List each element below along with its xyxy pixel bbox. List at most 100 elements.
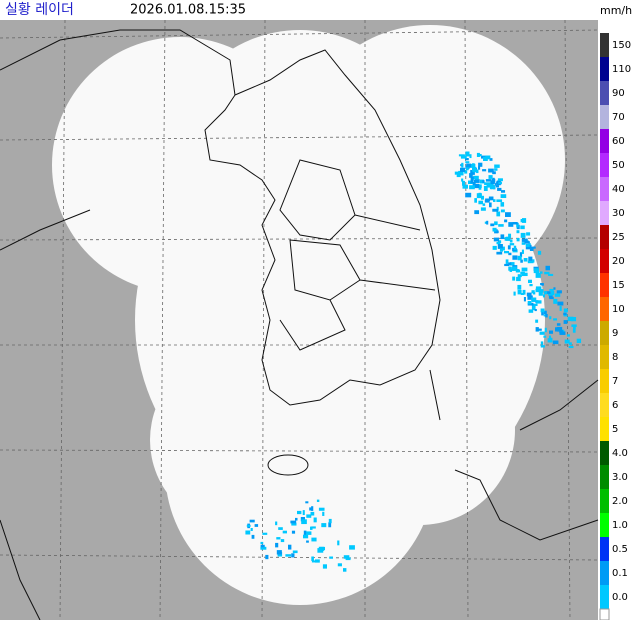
legend-swatch — [600, 177, 609, 201]
legend-swatch — [600, 273, 609, 297]
legend-swatch — [600, 417, 609, 441]
rain-echo — [520, 293, 524, 296]
rain-echo — [532, 292, 536, 295]
rain-echo — [525, 244, 532, 250]
legend-swatch — [600, 33, 609, 57]
rain-echo — [301, 519, 307, 525]
rain-echo — [484, 221, 488, 224]
rain-echo — [311, 506, 314, 511]
rain-echo — [291, 553, 295, 558]
rain-echo — [492, 171, 496, 175]
rain-echo — [497, 244, 503, 249]
legend-swatch — [600, 513, 609, 537]
rain-echo — [300, 517, 305, 522]
rain-echo — [542, 294, 545, 298]
rain-echo — [494, 168, 498, 171]
rain-echo — [563, 314, 568, 317]
rain-echo — [529, 247, 534, 251]
rain-echo — [554, 293, 561, 297]
rain-echo — [559, 331, 566, 335]
rain-echo — [524, 240, 529, 244]
rain-echo — [474, 210, 480, 215]
rain-echo — [484, 199, 490, 203]
rain-echo — [513, 245, 517, 250]
rain-echo — [465, 151, 470, 157]
rain-echo — [498, 224, 504, 227]
rain-echo — [246, 524, 251, 527]
rain-echo — [566, 334, 570, 337]
rain-echo — [500, 209, 505, 213]
rain-echo — [498, 182, 502, 185]
rain-echo — [501, 246, 505, 251]
rain-echo — [508, 252, 512, 256]
legend-label: 50 — [612, 160, 625, 171]
rain-echo — [306, 540, 309, 543]
rain-echo — [472, 163, 475, 166]
rain-echo — [521, 249, 524, 254]
rain-echo — [492, 227, 497, 232]
rain-echo — [531, 297, 536, 302]
rain-echo — [260, 541, 264, 545]
rain-echo — [539, 271, 543, 274]
legend-swatch — [600, 345, 609, 369]
rain-echo — [468, 180, 473, 184]
rain-echo — [536, 300, 542, 304]
legend-label: 0.1 — [612, 568, 628, 579]
rain-echo — [456, 172, 461, 178]
rain-echo — [311, 560, 316, 563]
rain-echo — [505, 212, 511, 217]
rain-echo — [495, 185, 500, 188]
map — [0, 19, 599, 620]
rain-echo — [552, 340, 559, 345]
legend-swatch — [600, 537, 609, 561]
rain-echo — [458, 170, 464, 176]
rain-echo — [526, 232, 531, 236]
rain-echo — [276, 537, 281, 540]
legend-swatch — [600, 369, 609, 393]
rain-echo — [497, 187, 502, 191]
rain-echo — [497, 240, 502, 244]
legend-label: 0.0 — [612, 592, 628, 603]
rain-echo — [531, 290, 535, 294]
legend-swatch — [600, 129, 609, 153]
grid-lines — [0, 19, 599, 620]
rain-echo — [297, 510, 302, 515]
rain-echo — [499, 248, 504, 252]
legend-swatch — [600, 201, 609, 225]
rain-echo — [485, 155, 491, 160]
rain-echo — [483, 186, 488, 191]
legend-label: 0.5 — [612, 544, 628, 555]
legend-label: 8 — [612, 352, 618, 363]
rain-echo — [302, 510, 305, 516]
rain-echo — [496, 206, 499, 211]
rain-echo — [490, 223, 495, 227]
rain-echo — [535, 272, 541, 278]
rain-echo — [322, 511, 325, 516]
legend-swatch — [600, 297, 609, 321]
rain-echo — [541, 311, 544, 316]
rain-echo — [516, 230, 520, 234]
rain-echo — [318, 507, 325, 511]
rain-echo — [474, 183, 480, 189]
rain-echo — [544, 291, 548, 295]
rain-echo — [500, 194, 507, 198]
rain-echo — [548, 293, 553, 299]
rain-echo — [563, 312, 567, 316]
rain-echo — [504, 251, 510, 254]
rain-echo — [329, 556, 334, 559]
rain-echo — [531, 303, 538, 306]
rain-echo — [508, 262, 512, 265]
rain-echo — [553, 318, 558, 321]
legend-swatch — [600, 465, 609, 489]
legend-swatch — [600, 225, 609, 249]
rain-echo — [521, 238, 528, 242]
rain-echo — [469, 185, 475, 190]
rain-echo — [543, 335, 547, 338]
rain-echo — [496, 211, 501, 217]
legend-label: 5 — [612, 424, 618, 435]
rain-echo — [311, 537, 317, 542]
legend-label: 6 — [612, 400, 618, 411]
rain-echo — [504, 219, 508, 223]
legend-label: 9 — [612, 328, 618, 339]
rain-echo — [303, 534, 309, 539]
